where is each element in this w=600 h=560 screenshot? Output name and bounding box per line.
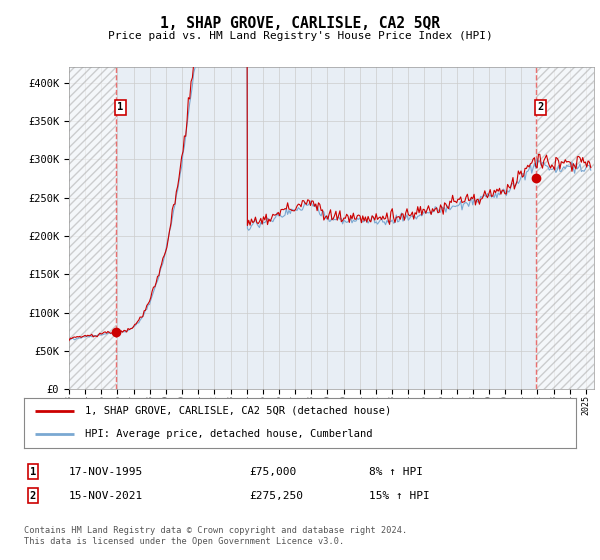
Bar [69, 67, 116, 389]
Text: 2: 2 [30, 491, 36, 501]
Text: HPI: Average price, detached house, Cumberland: HPI: Average price, detached house, Cumb… [85, 429, 372, 439]
Text: 8% ↑ HPI: 8% ↑ HPI [369, 466, 423, 477]
Text: 17-NOV-1995: 17-NOV-1995 [69, 466, 143, 477]
Text: 1, SHAP GROVE, CARLISLE, CA2 5QR: 1, SHAP GROVE, CARLISLE, CA2 5QR [160, 16, 440, 31]
Text: 1: 1 [117, 102, 124, 113]
Text: Price paid vs. HM Land Registry's House Price Index (HPI): Price paid vs. HM Land Registry's House … [107, 31, 493, 41]
Text: 1, SHAP GROVE, CARLISLE, CA2 5QR (detached house): 1, SHAP GROVE, CARLISLE, CA2 5QR (detach… [85, 405, 391, 416]
Text: 15-NOV-2021: 15-NOV-2021 [69, 491, 143, 501]
Text: £275,250: £275,250 [249, 491, 303, 501]
Text: £75,000: £75,000 [249, 466, 296, 477]
Text: Contains HM Land Registry data © Crown copyright and database right 2024.
This d: Contains HM Land Registry data © Crown c… [24, 526, 407, 546]
Bar [536, 67, 594, 389]
Text: 15% ↑ HPI: 15% ↑ HPI [369, 491, 430, 501]
Text: 2: 2 [537, 102, 544, 113]
Text: 1: 1 [30, 466, 36, 477]
